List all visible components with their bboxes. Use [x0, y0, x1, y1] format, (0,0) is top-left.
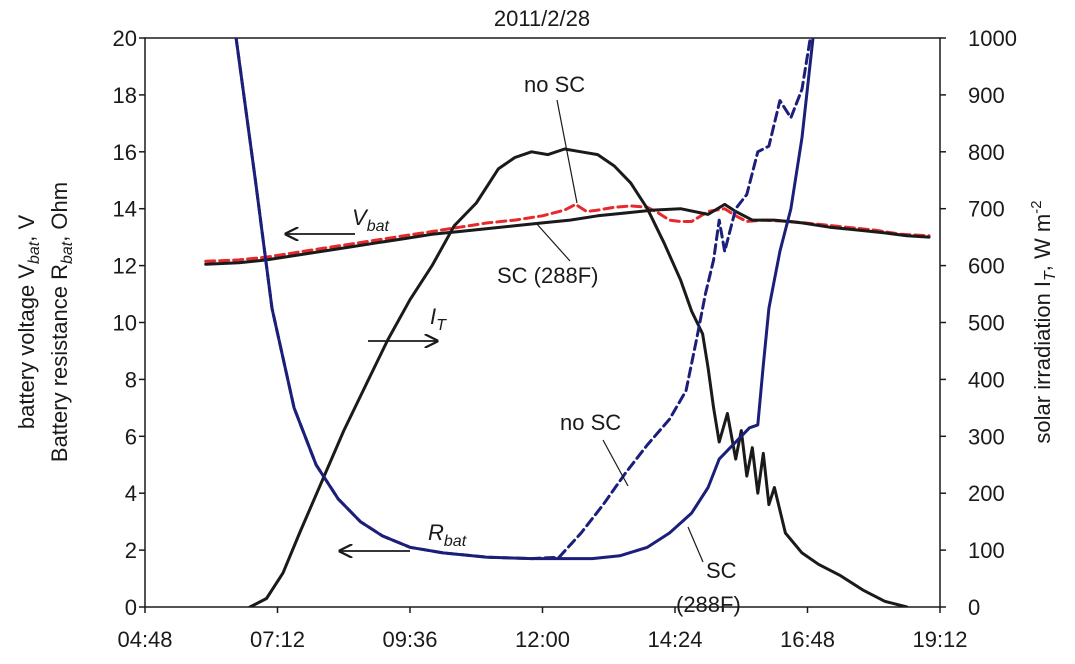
y-right-tick-label: 400: [968, 367, 1005, 392]
series-vbat-sc-288f: [204, 202, 931, 266]
y-left-tick-label: 4: [125, 481, 137, 506]
annotations: no SC Vbat SC (288F) IT no SC Rbat SC (2…: [286, 72, 741, 617]
x-tick-label: 14:24: [647, 627, 702, 652]
plot-frame: [144, 37, 941, 608]
y-left-label-voltage-text: battery voltage V: [14, 264, 39, 429]
y-right-tick-label: 700: [968, 197, 1005, 222]
y-left-label-voltage-sub: bat: [26, 241, 43, 264]
annotation-sc-288f-mid: SC (288F): [497, 263, 598, 288]
y-left-tick-label: 14: [113, 197, 137, 222]
y-left-tick-label: 8: [125, 367, 137, 392]
leader-sc-bottom: [687, 526, 704, 563]
annotation-it: IT: [430, 304, 447, 334]
y-right-label-unit: , W m: [1030, 214, 1055, 271]
x-tick-label: 16:48: [780, 627, 835, 652]
y-right-tick-label: 900: [968, 83, 1005, 108]
annotation-rbat-sub: bat: [444, 533, 467, 550]
y-right-tick-label: 800: [968, 140, 1005, 165]
annotation-no-sc-bottom: no SC: [560, 410, 621, 435]
y-left-tick-label: 10: [113, 311, 137, 336]
x-tick-label: 07:12: [250, 627, 305, 652]
annotation-rbat: Rbat: [428, 520, 467, 550]
annotation-rbat-letter: R: [428, 520, 444, 545]
annotation-it-letter: I: [430, 304, 436, 329]
y-left-tick-label: 0: [125, 595, 137, 620]
leader-sc-288f-mid: [535, 222, 571, 262]
y-left-tick-label: 6: [125, 424, 137, 449]
y-left-tick-label: 2: [125, 538, 137, 563]
y-right-tick-label: 500: [968, 311, 1005, 336]
annotation-vbat-sub: bat: [367, 218, 390, 235]
annotation-vbat-letter: V: [352, 205, 369, 230]
y-left-tick-label: 20: [113, 26, 137, 51]
y-left-label-resistance-unit: , Ohm: [47, 182, 72, 242]
annotation-288f-bottom: (288F): [676, 592, 741, 617]
y-left-tick-label: 16: [113, 140, 137, 165]
y-left-label-resistance: Battery resistance Rbat, Ohm: [47, 182, 76, 462]
series-solar-irradiation: [248, 147, 909, 607]
y-left-tick-label: 12: [113, 254, 137, 279]
y-right-tick-label: 1000: [968, 26, 1017, 51]
y-left-label-voltage: battery voltage Vbat, V: [14, 215, 43, 430]
x-tick-label: 19:12: [912, 627, 967, 652]
y-right-label: solar irradiation IT, W m-2: [1028, 200, 1059, 443]
y-left-label-resistance-sub: bat: [59, 241, 76, 264]
leader-no-sc-top: [556, 99, 578, 204]
y-right-tick-label: 0: [968, 595, 980, 620]
y-left-tick-label: 18: [113, 83, 137, 108]
y-right-tick-label: 600: [968, 254, 1005, 279]
annotation-it-sub: T: [436, 317, 447, 334]
y-right-label-sub: T: [1042, 270, 1059, 281]
annotation-no-sc-top: no SC: [524, 72, 585, 97]
series-rbat-no-sc: [234, 38, 812, 561]
x-tick-label: 04:48: [117, 627, 172, 652]
y-left-label-resistance-text: Battery resistance R: [47, 264, 72, 462]
y-right-label-sup: -2: [1028, 200, 1045, 213]
annotation-sc-bottom: SC: [706, 558, 737, 583]
y-left-label-voltage-unit: , V: [14, 215, 39, 242]
x-tick-label: 09:36: [382, 627, 437, 652]
series-vbat-no-sc: [204, 202, 931, 263]
y-left-ticks: 0 2 4 6 8 10 12 14 16 18 20: [113, 26, 145, 620]
annotation-vbat: Vbat: [352, 205, 389, 235]
x-tick-label: 12:00: [515, 627, 570, 652]
series-lines: [204, 38, 931, 607]
x-ticks: 04:48 07:12 09:36 12:00 14:24 16:48 19:12: [117, 607, 968, 652]
y-right-tick-label: 200: [968, 481, 1005, 506]
y-right-ticks: 0 100 200 300 400 500 600 700 800 900 1000: [940, 26, 1017, 620]
y-right-tick-label: 300: [968, 424, 1005, 449]
leader-no-sc-bottom: [602, 439, 629, 487]
y-right-tick-label: 100: [968, 538, 1005, 563]
chart-title: 2011/2/28: [494, 6, 590, 31]
y-right-label-text: solar irradiation I: [1030, 281, 1055, 444]
